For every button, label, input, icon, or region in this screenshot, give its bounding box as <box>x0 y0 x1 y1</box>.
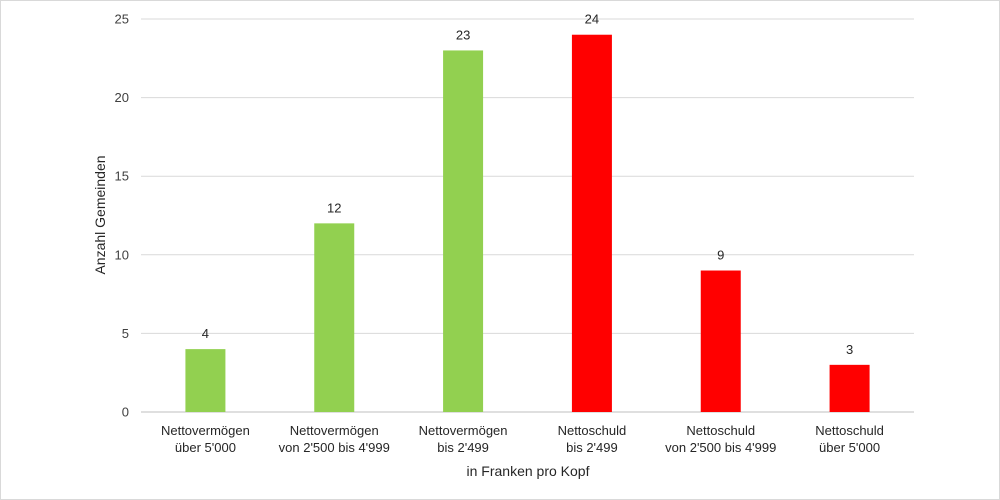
x-category-label-line: von 2'500 bis 4'999 <box>279 440 390 455</box>
x-category-label-line: über 5'000 <box>175 440 236 455</box>
x-category-label: Nettoschuld von 2'500 bis 4'999 <box>665 423 776 455</box>
x-category-label-line: von 2'500 bis 4'999 <box>665 440 776 455</box>
x-category-label-line: über 5'000 <box>819 440 880 455</box>
data-label: 9 <box>717 248 724 263</box>
x-category-label: Nettovermögen bis 2'499 <box>419 423 508 455</box>
bar <box>443 50 484 412</box>
x-category-label-line: bis 2'499 <box>566 440 618 455</box>
x-category-label: Nettoschuld bis 2'499 <box>558 423 627 455</box>
y-tick-label: 15 <box>115 169 129 184</box>
x-axis-title: in Franken pro Kopf <box>467 463 590 479</box>
y-tick-label: 10 <box>115 247 129 262</box>
x-category-label-line: Nettoschuld <box>558 423 627 438</box>
y-tick-label: 20 <box>115 90 129 105</box>
data-label: 23 <box>456 27 470 42</box>
bar <box>185 349 226 412</box>
data-label: 4 <box>202 326 209 341</box>
bars <box>185 34 870 412</box>
y-axis-title: Anzahl Gemeinden <box>92 155 108 274</box>
data-label: 12 <box>327 200 341 215</box>
x-category-label-line: Nettovermögen <box>419 423 508 438</box>
data-label: 3 <box>846 342 853 357</box>
data-labels: 4 12 23 24 9 3 <box>202 12 853 357</box>
y-tick-label: 5 <box>122 326 129 341</box>
x-category-label: Nettoschuld über 5'000 <box>815 423 884 455</box>
x-category-label-line: Nettovermögen <box>161 423 250 438</box>
bar <box>314 223 355 412</box>
x-category-label: Nettovermögen von 2'500 bis 4'999 <box>279 423 390 455</box>
x-category-label-line: Nettoschuld <box>686 423 755 438</box>
bar <box>571 34 612 412</box>
y-tick-label: 0 <box>122 405 129 420</box>
bar <box>700 270 741 412</box>
bar <box>829 364 870 412</box>
x-category-label-line: bis 2'499 <box>437 440 489 455</box>
y-axis-ticks: 0 5 10 15 20 25 <box>115 12 129 420</box>
y-tick-label: 25 <box>115 12 129 27</box>
x-category-label-line: Nettoschuld <box>815 423 884 438</box>
x-axis-categories: Nettovermögen über 5'000 Nettovermögen von … <box>161 423 884 455</box>
data-label: 24 <box>585 12 599 27</box>
x-category-label-line: Nettovermögen <box>290 423 379 438</box>
gridlines <box>141 18 914 413</box>
x-category-label: Nettovermögen über 5'000 <box>161 423 250 455</box>
